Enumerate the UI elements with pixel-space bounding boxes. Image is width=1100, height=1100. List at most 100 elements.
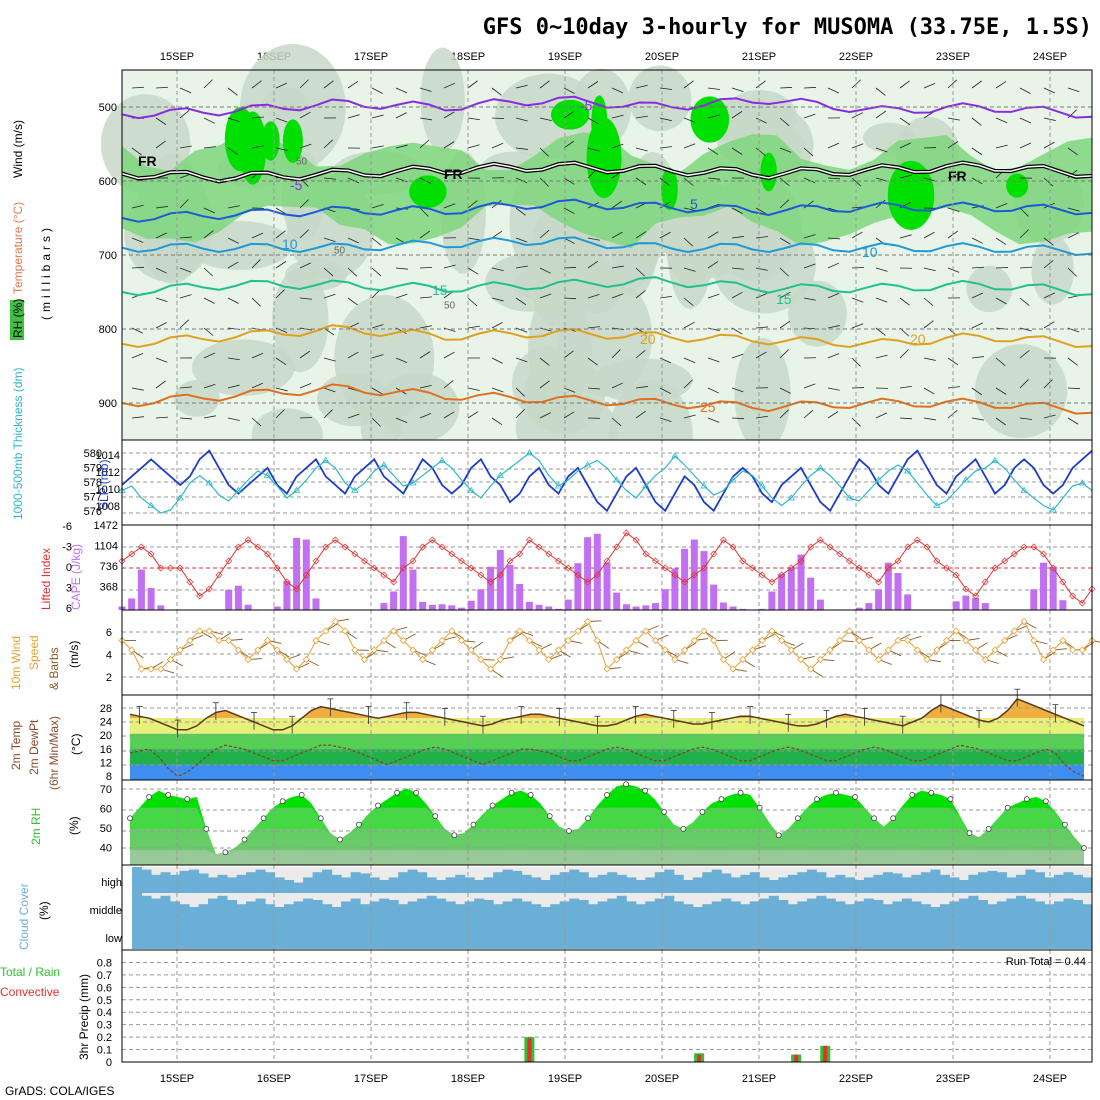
wind-barb (971, 417, 984, 421)
cloud-bar (711, 921, 722, 949)
wind-barb (731, 267, 744, 270)
cape-bar (390, 591, 398, 610)
cloud-bar (445, 921, 456, 949)
wind10m-marker (331, 617, 339, 626)
wind-barb (707, 147, 719, 155)
cloud-bar (350, 921, 361, 949)
cloud-bar (436, 880, 447, 893)
rh-contour-blob (191, 339, 295, 396)
cloud-bar (1072, 874, 1083, 893)
cloud-bar (436, 898, 447, 921)
slp-axis-label: SLP (mb) (97, 460, 111, 510)
wind-barb (587, 294, 600, 299)
cloud-bar (749, 921, 760, 949)
thickness-line (121, 452, 1093, 514)
lifted-marker (846, 557, 853, 565)
lifted-marker (264, 550, 271, 558)
wind-barb (371, 114, 384, 119)
temp-area-high (130, 698, 1084, 719)
lifted-marker (739, 557, 747, 565)
wind-barb (875, 199, 886, 209)
wind10m-marker (137, 665, 145, 673)
wind-barb (971, 117, 982, 126)
slp-tick: 1014 (96, 450, 120, 462)
cloud-bar (246, 872, 257, 893)
cloud-bar (968, 895, 979, 921)
wind-barb (539, 117, 552, 121)
wind-barb (299, 229, 309, 239)
wind-barb (827, 142, 840, 149)
cloud-bar (569, 921, 580, 949)
wind-barb (299, 143, 312, 149)
wind-barb (995, 357, 1006, 367)
lifted-marker (225, 557, 233, 565)
wind-barb (923, 177, 936, 182)
contour-label: FR (138, 153, 157, 169)
wind-barb (611, 114, 624, 119)
wind-barb (1043, 321, 1055, 329)
lifted-marker (943, 564, 950, 572)
cloud-bar (179, 870, 190, 893)
lifted-marker (632, 536, 640, 544)
cape-bar (409, 569, 417, 610)
thickness-tick: 576 (84, 506, 102, 518)
lifted-marker (700, 564, 708, 572)
bottom-date-label: 15SEP (160, 1073, 194, 1085)
cape-bar (380, 603, 388, 610)
wind-barb (1043, 87, 1056, 94)
wind-barb (131, 353, 144, 359)
rh2m-marker (222, 849, 229, 856)
cloud-bar (322, 869, 333, 893)
thickness-tick: 580 (84, 448, 102, 460)
wind-barb (323, 293, 336, 299)
cloud-bar (483, 877, 494, 893)
bottom-date-label: 19SEP (548, 1073, 582, 1085)
wind-barb (899, 297, 910, 306)
cloud-bar (331, 907, 342, 921)
wind-barb (251, 417, 262, 427)
wind-barb (347, 114, 360, 119)
top-date-label: 15SEP (160, 51, 194, 63)
wind-barb (947, 267, 960, 273)
wind-barb (203, 117, 215, 124)
wind-barb (803, 327, 816, 330)
wind10m-marker (816, 655, 824, 664)
wind-barb (563, 140, 575, 149)
wind-barb (827, 177, 840, 180)
cloud-bar (360, 904, 371, 921)
wind-barb (275, 207, 287, 215)
wind-barb (731, 87, 744, 92)
wind10m-marker (380, 636, 388, 645)
precip-panel: 0.80.70.60.50.40.30.20.10 Run Total = 0.4… (97, 949, 1093, 1069)
precip-label-total: Total / Rain (0, 965, 60, 979)
temp2m-label-3: (6hr Min/Max) (47, 716, 61, 790)
cloud-bar (322, 904, 333, 921)
cloud-bar (626, 901, 637, 921)
wind-barb (1019, 417, 1032, 420)
cloud-bar (645, 921, 656, 949)
rh2m-marker (814, 796, 820, 802)
wind-barb (875, 297, 888, 303)
cape-bar (225, 589, 233, 610)
wind-barb (683, 379, 693, 389)
cloud-bar (483, 900, 494, 921)
cloud-bar (768, 895, 779, 921)
wind-barb (587, 237, 600, 241)
rh-contour-blob (173, 379, 220, 417)
cloud-bar (692, 907, 703, 921)
precip-frame (121, 949, 1093, 1063)
wind-barb (1043, 177, 1054, 187)
lifted-marker (952, 571, 960, 579)
wind-barb (443, 351, 455, 359)
temp2m-label-1: 2m Temp (9, 721, 23, 770)
top-date-label: 21SEP (742, 51, 776, 63)
wind-barb (419, 87, 432, 92)
cloud-bar (426, 895, 437, 921)
lifted-marker (147, 550, 155, 558)
temp2m-label-2: 2m DewPt (27, 719, 41, 775)
cloud-bar (474, 921, 485, 949)
wind-barb (443, 411, 455, 419)
cloud-bar (854, 880, 865, 893)
lifted-marker (137, 543, 145, 551)
cape-bar (312, 598, 320, 610)
